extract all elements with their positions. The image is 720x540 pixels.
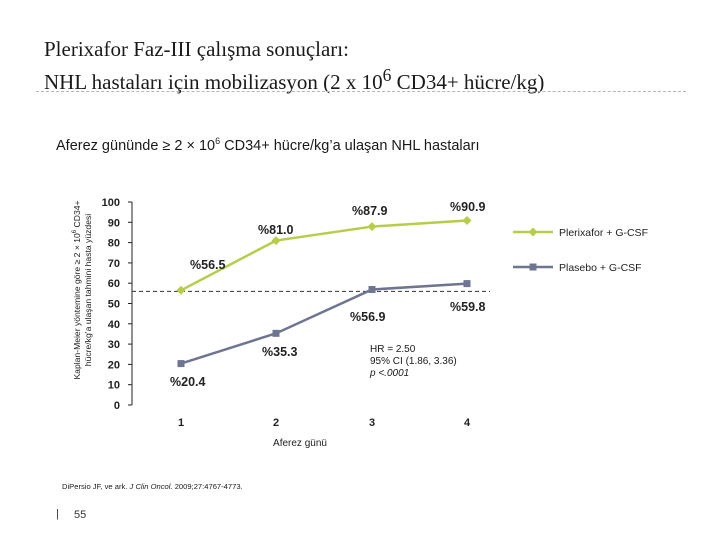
slide-title: Plerixafor Faz-III çalışma sonuçları: NH…: [44, 36, 704, 95]
x-tick-label: 1: [178, 417, 184, 429]
hazard-ratio: HR = 2.50: [370, 344, 416, 355]
series-line-2: [180, 282, 468, 365]
footer-divider: |: [56, 508, 59, 520]
subtitle-exponent: 6: [215, 136, 221, 146]
data-label: %59.8: [450, 300, 485, 314]
confidence-interval: 95% CI (1.86, 3.36): [370, 356, 457, 367]
statistics-box: HR = 2.50 95% CI (1.86, 3.36) p <.0001: [370, 344, 457, 380]
y-tick-label: 0: [114, 400, 120, 412]
title-line-1: Plerixafor Faz-III çalışma sonuçları:: [44, 37, 349, 61]
data-label: %87.9: [352, 204, 387, 218]
source-journal: J Clin Oncol.: [129, 482, 173, 491]
legend-marker: [528, 227, 538, 237]
y-tick-label: 20: [108, 359, 120, 371]
x-tick-label: 3: [369, 417, 375, 429]
x-axis-label: Aferez günü: [273, 438, 327, 449]
legend-label: Plasebo + G-CSF: [559, 262, 642, 274]
data-label: %90.9: [450, 200, 485, 214]
data-label: %56.9: [350, 310, 385, 324]
y-tick-label: 30: [108, 339, 120, 351]
source-authors: DiPersio JF, ve ark.: [62, 482, 130, 491]
p-value: p <.0001: [370, 368, 410, 379]
subtitle-text-pre: Aferez gününde ≥ 2 × 10: [56, 137, 216, 154]
x-tick-label: 4: [464, 417, 471, 429]
data-point: [177, 360, 185, 368]
y-tick-label: 90: [108, 217, 120, 229]
y-tick-label: 70: [108, 258, 120, 270]
y-tick-label: 40: [108, 319, 120, 331]
data-point: [462, 215, 472, 225]
data-label: %20.4: [170, 375, 205, 389]
data-point: [463, 280, 471, 288]
title-line-2-tail: CD34+ hücre/kg): [391, 70, 545, 94]
source-citation: DiPersio JF, ve ark. J Clin Oncol. 2009;…: [62, 482, 243, 491]
data-point: [176, 285, 186, 295]
source-details: 2009;27:4767-4773.: [172, 482, 243, 491]
y-tick-label: 80: [108, 238, 120, 250]
page-number: 55: [74, 509, 87, 521]
data-point: [368, 285, 376, 293]
y-tick-label: 10: [108, 380, 120, 392]
series-line-1: [180, 219, 468, 292]
chart-subtitle: Aferez gününde ≥ 2 × 106 CD34+ hücre/kg’…: [56, 136, 480, 154]
data-label: %81.0: [258, 223, 293, 237]
data-point: [271, 236, 281, 246]
y-tick-label: 50: [108, 299, 120, 311]
y-tick-label: 60: [108, 278, 120, 290]
title-divider: [36, 91, 686, 92]
legend-label: Plerixafor + G-CSF: [559, 227, 648, 239]
title-exponent: 6: [382, 65, 392, 85]
legend-marker: [529, 263, 537, 271]
x-tick-label: 2: [273, 417, 279, 429]
subtitle-text-post: CD34+ hücre/kg’a ulaşan NHL hastaları: [220, 137, 480, 154]
data-label: %56.5: [190, 258, 225, 272]
data-point: [272, 329, 280, 337]
data-point: [367, 222, 377, 232]
title-line-2: NHL hastaları için mobilizasyon (2 x 10: [44, 70, 383, 94]
data-label: %35.3: [262, 345, 297, 359]
y-tick-label: 100: [102, 197, 120, 209]
